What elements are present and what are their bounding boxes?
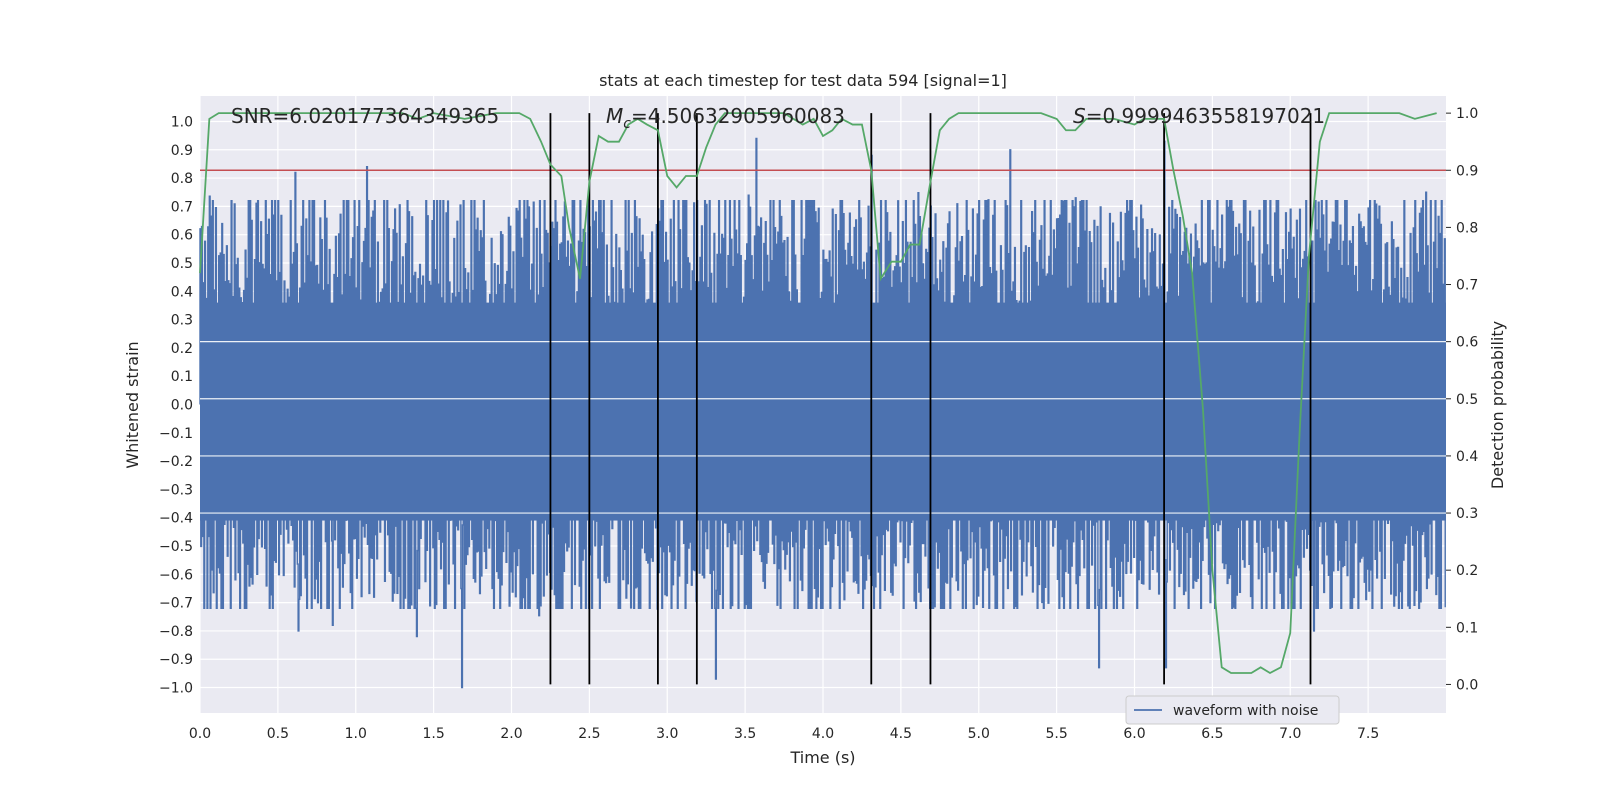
y2-tick-label: 0.7 (1456, 278, 1478, 294)
y2-tick-label: 0.9 (1456, 163, 1478, 179)
x-tick-label: 6.5 (1201, 726, 1223, 742)
y-tick-label: −0.1 (159, 426, 193, 442)
y-tick-label: −0.2 (159, 454, 193, 470)
chirp-mass-value: =4.50632905960083 (631, 104, 845, 128)
y-tick-label: −0.7 (159, 596, 193, 612)
x-tick-label: 4.5 (890, 726, 912, 742)
y-tick-label: −0.3 (159, 482, 193, 498)
waveform-noise-band (200, 302, 1446, 521)
x-tick-label: 7.5 (1357, 726, 1379, 742)
detection-score-annotation: S=0.9999463558197021 (1073, 104, 1325, 128)
snr-annotation: SNR=6.020177364349365 (231, 104, 499, 128)
x-tick-label: 5.5 (1045, 726, 1067, 742)
y-tick-label: −0.5 (159, 539, 193, 555)
axis-ticks: 0.0 0.5 1.0 1.5 2.0 2.5 3.0 3.5 4.0 4.5 5.0 5.5 6.0 6… (159, 106, 1478, 742)
y2-tick-label: 0.5 (1456, 392, 1478, 408)
x-axis-label: Time (s) (789, 748, 855, 767)
y-tick-label: −1.0 (159, 681, 193, 697)
x-tick-label: 3.0 (656, 726, 678, 742)
y-tick-label: −0.4 (159, 511, 193, 527)
chart-title: stats at each timestep for test data 594… (599, 71, 1007, 90)
y2-tick-label: 0.1 (1456, 620, 1478, 636)
y-tick-label: 1.0 (171, 114, 193, 130)
y-tick-label: −0.9 (159, 652, 193, 668)
y-tick-label: 0.4 (171, 284, 193, 300)
x-tick-label: 0.5 (267, 726, 289, 742)
y-tick-label: −0.6 (159, 567, 193, 583)
chirp-mass-symbol: M (606, 104, 623, 128)
y-tick-label: 0.5 (171, 256, 193, 272)
y-tick-label: 0.6 (171, 228, 193, 244)
y2-axis-label: Detection probability (1488, 321, 1507, 489)
y-tick-label: −0.8 (159, 624, 193, 640)
y-tick-label: 0.3 (171, 313, 193, 329)
legend: waveform with noise (1125, 695, 1340, 725)
x-tick-label: 3.5 (734, 726, 756, 742)
detection-score-value: =0.9999463558197021 (1086, 104, 1325, 128)
detection-score-symbol: S (1073, 104, 1086, 128)
x-tick-label: 1.5 (422, 726, 444, 742)
y2-tick-label: 0.4 (1456, 449, 1478, 465)
y2-tick-label: 1.0 (1456, 106, 1478, 122)
y-tick-label: 0.7 (171, 199, 193, 215)
series-layer (199, 112, 1446, 689)
y2-tick-label: 0.3 (1456, 506, 1478, 522)
legend-box (1125, 695, 1340, 725)
x-tick-label: 2.5 (578, 726, 600, 742)
x-tick-label: 4.0 (812, 726, 834, 742)
detection-probability-line (199, 112, 1437, 675)
y-tick-label: 0.2 (171, 341, 193, 357)
x-tick-label: 6.0 (1123, 726, 1145, 742)
x-tick-label: 1.0 (345, 726, 367, 742)
y2-tick-label: 0.6 (1456, 335, 1478, 351)
y-tick-label: 0.1 (171, 369, 193, 385)
y-axis-label: Whitened strain (123, 341, 142, 468)
y-tick-label: 0.9 (171, 143, 193, 159)
x-tick-label: 7.0 (1279, 726, 1301, 742)
waveform-with-noise-line (199, 137, 1446, 689)
y2-tick-label: 0.8 (1456, 220, 1478, 236)
x-tick-label: 5.0 (968, 726, 990, 742)
legend-label-waveform: waveform with noise (1173, 703, 1318, 719)
x-tick-label: 0.0 (189, 726, 211, 742)
chirp-mass-subscript: c (623, 116, 631, 132)
x-tick-label: 2.0 (500, 726, 522, 742)
y-tick-label: 0.8 (171, 171, 193, 187)
y2-tick-label: 0.0 (1456, 677, 1478, 693)
y2-tick-label: 0.2 (1456, 563, 1478, 579)
chirp-mass-annotation: Mc=4.50632905960083 (606, 104, 845, 132)
y-tick-label: 0.0 (171, 398, 193, 414)
